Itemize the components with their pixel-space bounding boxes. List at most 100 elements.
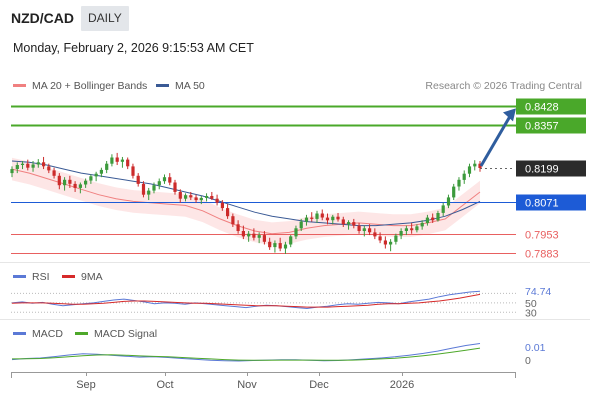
bollinger-band <box>12 157 480 245</box>
candle-body <box>452 186 456 198</box>
panel-divider <box>0 262 590 263</box>
candle-body <box>425 217 429 223</box>
resistance-label: 0.8428 <box>525 102 559 114</box>
resistance-label: 0.8357 <box>525 121 559 133</box>
candle-body <box>210 196 214 199</box>
legend-rsi-ma-label: 9MA <box>81 271 103 283</box>
legend-ma20-label: MA 20 + Bollinger Bands <box>32 80 148 92</box>
candle-body <box>89 176 93 181</box>
candle-body <box>236 224 240 231</box>
ma20-line <box>11 168 481 235</box>
candle-body <box>194 197 198 201</box>
candle-body <box>462 173 466 180</box>
rsi-tick-label: 50 <box>525 298 537 310</box>
ma20-swatch <box>13 83 26 87</box>
candle-body <box>478 163 482 168</box>
candle-body <box>320 213 324 218</box>
candle-body <box>315 213 319 219</box>
legend-macd-signal-label: MACD Signal <box>94 328 158 340</box>
timeframe-badge[interactable]: DAILY <box>81 6 129 31</box>
candle-body <box>52 170 56 176</box>
candle-body <box>131 166 135 176</box>
candle-body <box>336 216 340 220</box>
time-axis-label: Nov <box>237 379 257 391</box>
candle-body <box>368 228 372 233</box>
rsi-tick-label: 30 <box>525 307 537 319</box>
candle-body <box>436 213 440 221</box>
candle-body <box>105 163 109 170</box>
candle-body <box>304 217 309 222</box>
candle-body <box>126 159 130 167</box>
candle-body <box>431 217 435 221</box>
candle-body <box>10 169 14 174</box>
support-label: 0.7953 <box>525 230 559 242</box>
candle-body <box>231 216 235 225</box>
rsi-ma-line <box>11 293 481 308</box>
candle-body <box>283 244 288 249</box>
candle-body <box>399 231 403 236</box>
rsi-swatch <box>13 274 26 278</box>
projection-arrow <box>479 115 512 167</box>
candle-body <box>257 235 261 238</box>
panel-divider <box>0 319 590 320</box>
candle-body <box>373 232 377 237</box>
candle-body <box>178 192 182 199</box>
candle-body <box>215 198 219 203</box>
candle-body <box>473 163 477 167</box>
legend-ma50: MA 50 <box>156 80 205 92</box>
datetime-label: Monday, February 2, 2026 9:15:53 AM CET <box>13 41 254 55</box>
legend-rsi-ma: 9MA <box>62 271 103 283</box>
legend-rsi-label: RSI <box>32 271 50 283</box>
candle-body <box>441 205 445 213</box>
time-axis-label: Dec <box>309 379 329 391</box>
resistance-tag <box>516 98 586 115</box>
candle-body <box>152 185 156 191</box>
candle-body <box>199 197 203 201</box>
candle-body <box>84 180 88 185</box>
candle-body <box>294 228 298 237</box>
candle-body <box>94 173 98 177</box>
projection-arrowhead <box>503 108 516 122</box>
candle-body <box>168 177 172 183</box>
candle-body <box>141 183 146 195</box>
ma50-swatch <box>156 83 169 87</box>
candle-body <box>26 163 30 168</box>
candle-body <box>120 159 124 162</box>
legend-ma50-label: MA 50 <box>175 80 205 92</box>
time-axis-label: Sep <box>76 379 96 391</box>
copyright-label: Research © 2026 Trading Central <box>425 80 582 92</box>
legend-rsi: RSI <box>13 271 50 283</box>
candle-body <box>162 177 167 182</box>
candle-body <box>389 241 393 245</box>
candle-body <box>226 208 230 217</box>
candle-body <box>63 179 67 186</box>
candle-body <box>383 240 387 245</box>
time-axis-label: 2026 <box>390 379 414 391</box>
candle-body <box>394 235 398 242</box>
candle-body <box>136 175 140 184</box>
candle-body <box>352 222 356 226</box>
candle-body <box>278 243 282 249</box>
macd-signal-swatch <box>75 331 88 335</box>
candle-body <box>189 195 193 198</box>
candle-body <box>68 179 72 184</box>
candle-body <box>157 181 161 186</box>
candle-body <box>78 184 82 188</box>
symbol-title: NZD/CAD <box>11 10 74 26</box>
candle-body <box>57 175 61 186</box>
candle-body <box>410 228 414 231</box>
candle-body <box>420 222 424 227</box>
pivot-tag <box>516 194 586 211</box>
candle-body <box>247 233 251 237</box>
candle-body <box>289 236 293 245</box>
candle-body <box>147 190 151 195</box>
candle-body <box>205 196 209 198</box>
candle-body <box>31 164 35 168</box>
candle-body <box>220 202 224 209</box>
candle-body <box>20 163 25 165</box>
legend-macd-signal: MACD Signal <box>75 328 157 340</box>
ma50-line <box>11 160 481 227</box>
candle-body <box>115 157 119 162</box>
candle-body <box>362 228 366 231</box>
